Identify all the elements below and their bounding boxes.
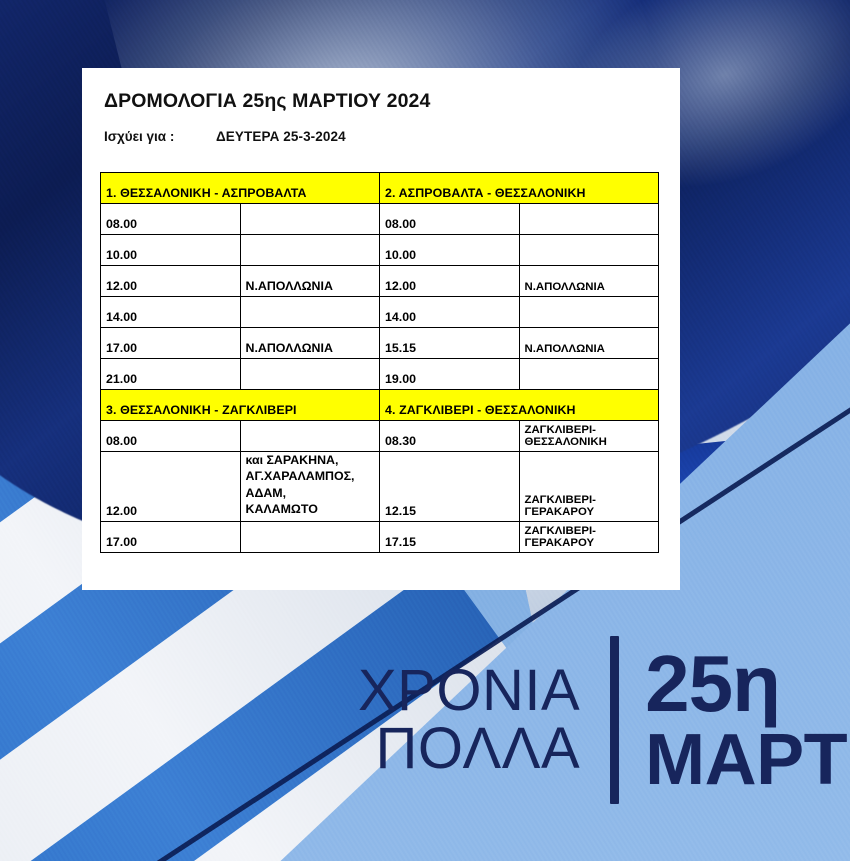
route-note-right: Ν.ΑΠΟΛΛΩΝΙΑ	[518, 265, 659, 297]
departure-time-left: 08.00	[100, 420, 241, 452]
route-note-right: Ν.ΑΠΟΛΛΩΝΙΑ	[518, 327, 659, 359]
validity-value: ΔΕΥΤΕΡΑ 25-3-2024	[216, 129, 346, 144]
table-row: 10.00 10.00	[100, 234, 659, 266]
table-row: 21.00 19.00	[100, 358, 659, 390]
departure-time-right: 14.00	[379, 296, 520, 328]
route-note-left	[239, 203, 380, 235]
route-note-right: ΖΑΓΚΛΙΒΕΡΙ-ΓΕΡΑΚΑΡΟΥ	[518, 520, 659, 553]
route-note-left	[239, 358, 380, 390]
route-note-right	[518, 203, 659, 235]
route-note-right: ΖΑΓΚΛΙΒΕΡΙ-ΘΕΣΣΑΛΟΝΙΚΗ	[518, 420, 659, 452]
route-note-left: και ΣΑΡΑΚΗΝΑ, ΑΓ.ΧΑΡΑΛΑΜΠΟΣ, ΑΔΑΜ, ΚΑΛΑΜΩΤ…	[239, 451, 380, 522]
greeting-line-2: ΠΟΛΛΑ	[375, 716, 581, 781]
departure-time-right: 12.15	[379, 451, 520, 522]
table-row: 14.00 14.00	[100, 296, 659, 328]
route-note-left	[239, 420, 380, 452]
departure-time-left: 14.00	[100, 296, 241, 328]
route-note-left	[239, 234, 380, 266]
table-row: 12.00 και ΣΑΡΑΚΗΝΑ, ΑΓ.ΧΑΡΑΛΑΜΠΟΣ, ΑΔΑΜ, ΚΑ…	[100, 451, 659, 522]
departure-time-left: 10.00	[100, 234, 241, 266]
table-row: 08.00 08.00	[100, 203, 659, 235]
page-title: ΔΡΟΜΟΛΟΓΙΑ 25ης ΜΑΡΤΙΟΥ 2024	[104, 90, 431, 112]
departure-time-left: 08.00	[100, 203, 241, 235]
departure-time-left: 17.00	[100, 327, 241, 359]
departure-time-right: 19.00	[379, 358, 520, 390]
route-note-right	[518, 296, 659, 328]
departure-time-right: 12.00	[379, 265, 520, 297]
route-note-right	[518, 234, 659, 266]
route-note-left	[239, 296, 380, 328]
table-row: 08.00 08.30 ΖΑΓΚΛΙΒΕΡΙ-ΘΕΣΣΑΛΟΝΙΚΗ	[100, 420, 659, 452]
route-note-left: Ν.ΑΠΟΛΛΩΝΙΑ	[239, 327, 380, 359]
departure-time-left: 17.00	[100, 520, 241, 553]
departure-time-left: 12.00	[100, 265, 241, 297]
table-row: 12.00 Ν.ΑΠΟΛΛΩΝΙΑ 12.00 Ν.ΑΠΟΛΛΩΝΙΑ	[100, 265, 659, 297]
greeting-month: ΜΑΡΤΙΟΥ	[645, 720, 850, 800]
greeting-divider	[610, 636, 620, 804]
greeting-line-1: ΧΡΟΝΙΑ	[358, 658, 581, 723]
route-note-right: ΖΑΓΚΛΙΒΕΡΙ-ΓΕΡΑΚΑΡΟΥ	[518, 451, 659, 522]
greeting-block: ΧΡΟΝΙΑ ΠΟΛΛΑ 25η ΜΑΡΤΙΟΥ	[358, 636, 850, 804]
route-note-left	[239, 520, 380, 553]
route-header-right: 2. ΑΣΠΡΟΒΑΛΤΑ - ΘΕΣΣΑΛΟΝΙΚΗ	[379, 172, 659, 204]
departure-time-left: 21.00	[100, 358, 241, 390]
table-row: 17.00 17.15 ΖΑΓΚΛΙΒΕΡΙ-ΓΕΡΑΚΑΡΟΥ	[100, 520, 659, 553]
table-header-row: 1. ΘΕΣΣΑΛΟΝΙΚΗ - ΑΣΠΡΟΒΑΛΤΑ 2. ΑΣΠΡΟΒΑΛΤΑ…	[100, 172, 659, 204]
timetable-card: ΔΡΟΜΟΛΟΓΙΑ 25ης ΜΑΡΤΙΟΥ 2024 Ισχύει για …	[82, 68, 680, 590]
departure-time-right: 08.00	[379, 203, 520, 235]
table-row: 17.00 Ν.ΑΠΟΛΛΩΝΙΑ 15.15 Ν.ΑΠΟΛΛΩΝΙΑ	[100, 327, 659, 359]
route-note-right	[518, 358, 659, 390]
departure-time-left: 12.00	[100, 451, 241, 522]
greeting-date-block: 25η ΜΑΡΤΙΟΥ	[645, 639, 850, 800]
departure-time-right: 08.30	[379, 420, 520, 452]
validity-line: Ισχύει για : ΔΕΥΤΕΡΑ 25-3-2024	[104, 129, 680, 144]
departure-time-right: 17.15	[379, 520, 520, 553]
route-note-left: Ν.ΑΠΟΛΛΩΝΙΑ	[239, 265, 380, 297]
timetable: 1. ΘΕΣΣΑΛΟΝΙΚΗ - ΑΣΠΡΟΒΑΛΤΑ 2. ΑΣΠΡΟΒΑΛΤΑ…	[100, 172, 659, 553]
validity-label: Ισχύει για :	[104, 129, 175, 144]
route-header-right: 4. ΖΑΓΚΛΙΒΕΡΙ - ΘΕΣΣΑΛΟΝΙΚΗ	[379, 389, 659, 421]
route-header-left: 1. ΘΕΣΣΑΛΟΝΙΚΗ - ΑΣΠΡΟΒΑΛΤΑ	[100, 172, 380, 204]
table-header-row: 3. ΘΕΣΣΑΛΟΝΙΚΗ - ΖΑΓΚΛΙΒΕΡΙ 4. ΖΑΓΚΛΙΒΕΡΙ…	[100, 389, 659, 421]
route-header-left: 3. ΘΕΣΣΑΛΟΝΙΚΗ - ΖΑΓΚΛΙΒΕΡΙ	[100, 389, 380, 421]
greeting-day: 25η	[645, 639, 781, 728]
departure-time-right: 10.00	[379, 234, 520, 266]
greeting-chronia-polla: ΧΡΟΝΙΑ ΠΟΛΛΑ	[358, 662, 580, 778]
departure-time-right: 15.15	[379, 327, 520, 359]
